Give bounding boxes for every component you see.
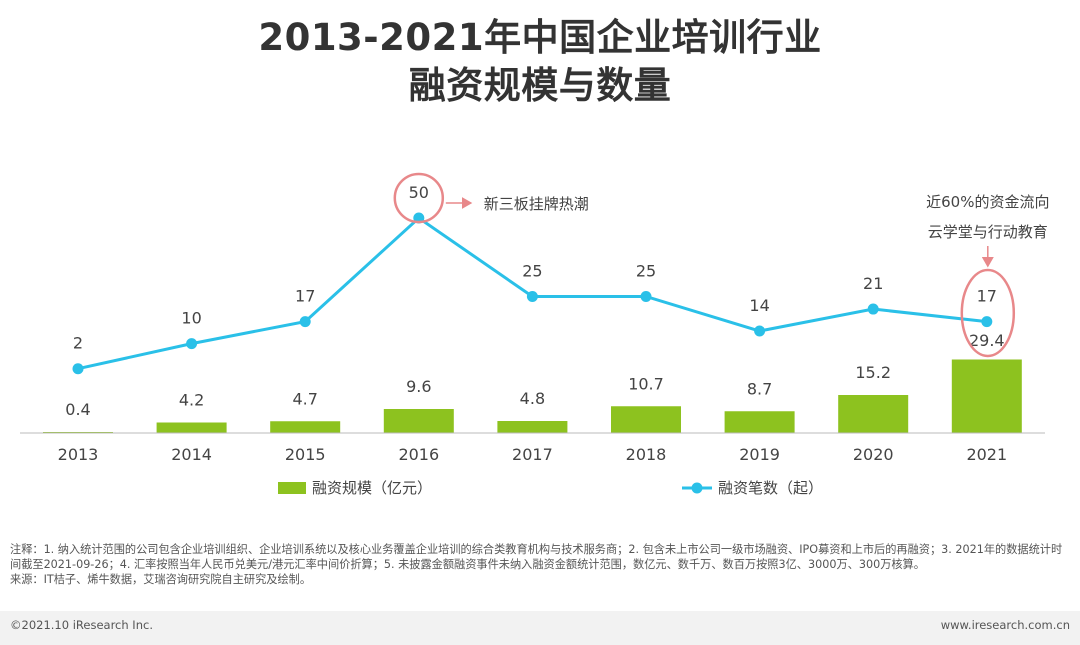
line-value-label-2020: 21 (863, 274, 883, 293)
bar-2019 (724, 411, 795, 433)
bar-value-label-2020: 15.2 (855, 363, 891, 382)
line-value-label-2016: 50 (409, 183, 429, 202)
line-point-2013 (72, 363, 84, 375)
footer-copyright: ©2021.10 iResearch Inc. (10, 618, 153, 632)
x-tick-label-2020: 2020 (853, 445, 894, 464)
annotation-text-2021-line2: 云学堂与行动教育 (928, 223, 1048, 241)
highlight-ellipse-2021 (960, 268, 1016, 358)
bar-value-label-2014: 4.2 (179, 391, 204, 410)
x-tick-label-2019: 2019 (739, 445, 780, 464)
line-point-2019 (754, 325, 766, 337)
x-tick-label-2016: 2016 (398, 445, 439, 464)
line-point-2017 (526, 291, 538, 302)
line-value-label-2014: 10 (181, 309, 201, 328)
line-value-label-2021: 17 (977, 287, 997, 306)
title-line-1: 2013-2021年中国企业培训行业 (258, 16, 822, 59)
annotation-text-2021-line1: 近60%的资金流向 (926, 193, 1049, 211)
bar-value-label-2017: 4.8 (520, 389, 545, 408)
legend-label-line: 融资笔数（起） (718, 479, 823, 497)
combo-chart: 0.4 4.2 4.7 9.6 4.8 10.7 8.7 15.2 29.4 2013 2014 20… (20, 172, 1049, 497)
x-tick-label-2021: 2021 (966, 445, 1007, 464)
line-value-label-2013: 2 (73, 334, 83, 353)
x-tick-label-2018: 2018 (626, 445, 667, 464)
chart-notes: 注释：1. 纳入统计范围的公司包含企业培训组织、企业培训系统以及核心业务覆盖企业… (10, 542, 1072, 587)
line-value-label-2018: 25 (636, 262, 656, 281)
bar-value-label-2013: 0.4 (65, 400, 90, 419)
line-point-2015 (299, 316, 311, 328)
bar-value-label-2021: 29.4 (969, 331, 1005, 350)
footer-bar (0, 611, 1080, 645)
bar-value-label-2016: 9.6 (406, 377, 431, 396)
bar-2016 (383, 409, 454, 433)
bar-2020 (838, 395, 909, 433)
line-value-label-2015: 17 (295, 287, 315, 306)
line-point-2020 (867, 303, 879, 315)
bar-value-label-2018: 10.7 (628, 374, 664, 393)
note-text: 注释：1. 纳入统计范围的公司包含企业培训组织、企业培训系统以及核心业务覆盖企业… (10, 543, 1063, 571)
bar-2015 (270, 421, 341, 433)
legend-marker-swatch (691, 482, 703, 494)
bar-2021 (951, 359, 1022, 433)
line-value-label-2017: 25 (522, 262, 542, 281)
x-tick-label-2015: 2015 (285, 445, 326, 464)
title-line-2: 融资规模与数量 (408, 64, 672, 107)
bar-value-label-2019: 8.7 (747, 379, 772, 398)
source-text: 来源：IT桔子、烯牛数据，艾瑞咨询研究院自主研究及绘制。 (10, 573, 312, 586)
legend-label-bar: 融资规模（亿元） (312, 479, 432, 497)
annotation-text-2016: 新三板挂牌热潮 (484, 195, 589, 213)
line-point-2014 (186, 338, 198, 350)
bar-2018 (611, 406, 681, 433)
x-tick-label-2013: 2013 (58, 445, 99, 464)
footer-website: www.iresearch.com.cn (940, 618, 1070, 632)
line-value-label-2019: 14 (749, 296, 769, 315)
line-point-2021 (981, 316, 993, 328)
highlight-circle-2016 (393, 172, 445, 224)
x-tick-label-2017: 2017 (512, 445, 553, 464)
bar-2014 (156, 422, 227, 433)
bar-value-label-2015: 4.7 (292, 389, 317, 408)
chart-title: 2013-2021年中国企业培训行业 融资规模与数量 (0, 14, 1080, 110)
legend-swatch-bar (278, 482, 306, 494)
x-tick-label-2014: 2014 (171, 445, 212, 464)
line-point-2018 (640, 291, 652, 302)
bar-2017 (497, 421, 568, 433)
